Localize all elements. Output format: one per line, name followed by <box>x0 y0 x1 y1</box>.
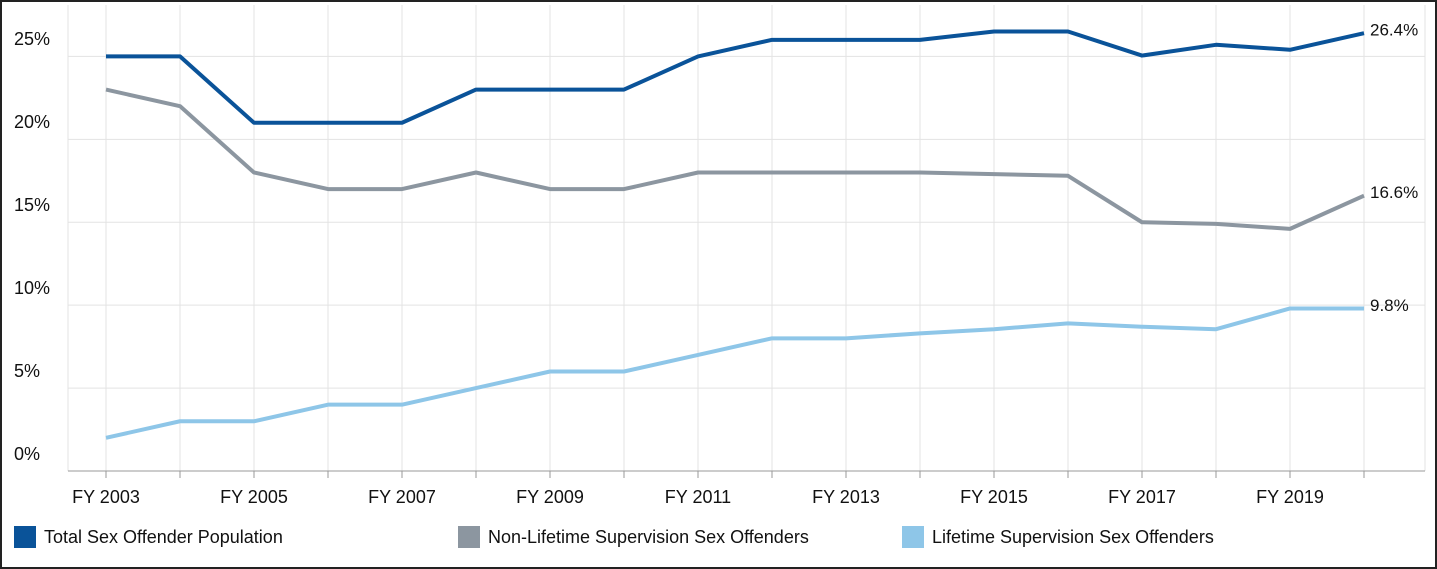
series-line <box>105 306 1364 440</box>
legend-swatch <box>458 526 480 548</box>
value-label: 26.4% <box>1370 21 1418 40</box>
x-tick-label: FY 2007 <box>368 487 436 507</box>
y-tick-label: 5% <box>14 361 40 381</box>
y-tick-label: 10% <box>14 278 50 298</box>
value-label: 9.8% <box>1370 296 1409 315</box>
legend-swatch <box>14 526 36 548</box>
x-tick-label: FY 2017 <box>1108 487 1176 507</box>
x-tick-label: FY 2011 <box>665 487 731 507</box>
legend-swatch <box>902 526 924 548</box>
series-line <box>105 87 1365 231</box>
legend-label: Total Sex Offender Population <box>44 527 283 547</box>
x-tick-label: FY 2005 <box>220 487 288 507</box>
series-line <box>106 29 1365 125</box>
y-tick-label: 0% <box>14 444 40 464</box>
legend-label: Lifetime Supervision Sex Offenders <box>932 527 1214 547</box>
y-tick-label: 15% <box>14 195 50 215</box>
value-label: 16.6% <box>1370 183 1418 202</box>
y-tick-label: 20% <box>14 112 50 132</box>
x-tick-label: FY 2013 <box>812 487 880 507</box>
x-tick-label: FY 2015 <box>960 487 1028 507</box>
x-tick-label: FY 2003 <box>72 487 140 507</box>
legend-label: Non-Lifetime Supervision Sex Offenders <box>488 527 809 547</box>
x-tick-label: FY 2009 <box>516 487 584 507</box>
y-tick-label: 25% <box>14 29 50 49</box>
x-tick-label: FY 2019 <box>1256 487 1324 507</box>
